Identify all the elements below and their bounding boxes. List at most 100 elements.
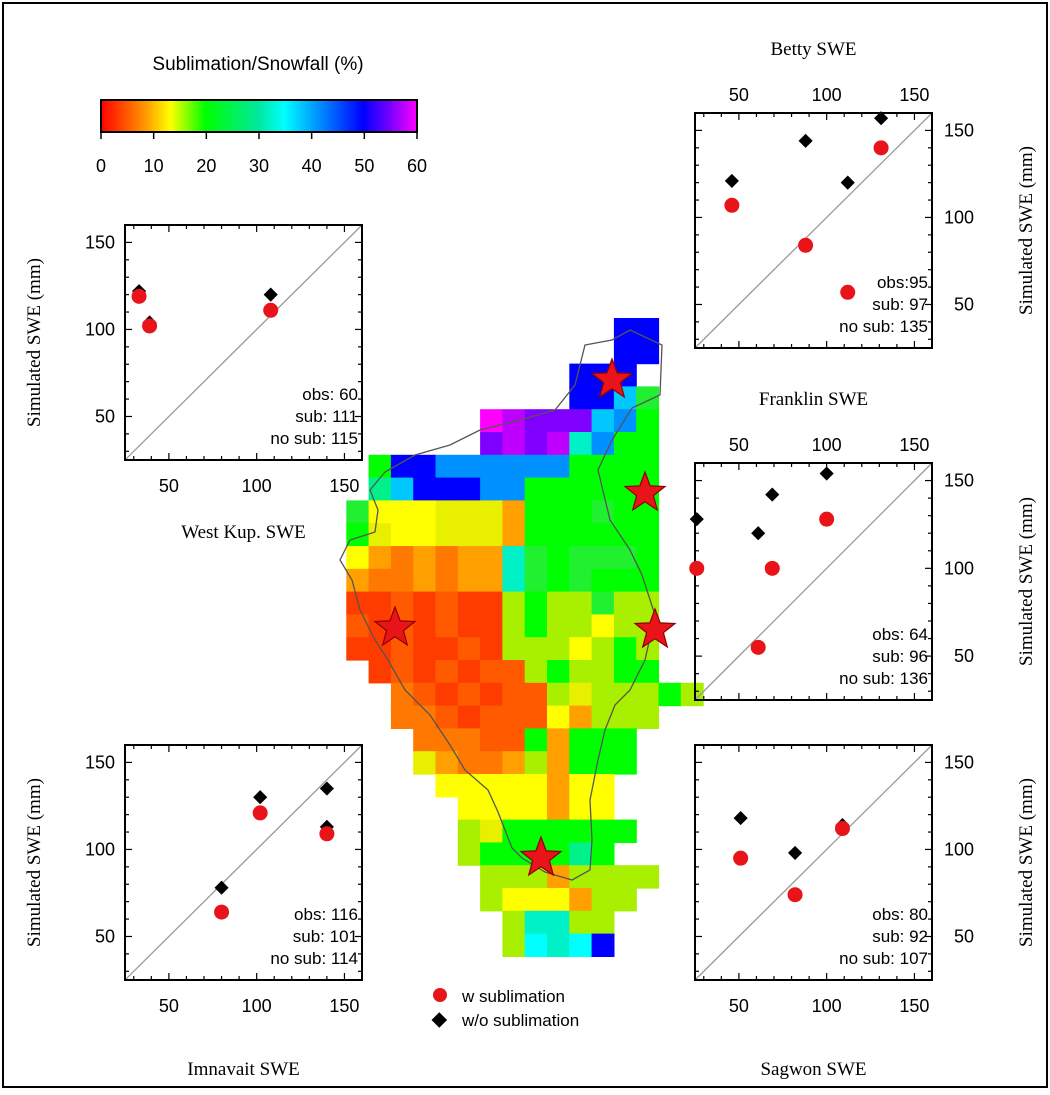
- map-cell: [569, 819, 593, 843]
- map-cell: [390, 591, 414, 615]
- point-with-sublimation: [689, 560, 705, 576]
- point-with-sublimation: [724, 197, 740, 213]
- x-tick-label: 50: [159, 476, 179, 496]
- map-cell: [547, 432, 570, 456]
- map-cell: [613, 591, 637, 615]
- map-cell: [524, 819, 548, 843]
- map-cell: [569, 477, 593, 501]
- map-cell: [480, 682, 503, 707]
- colorbar-tick-label: 10: [144, 156, 164, 176]
- map-cell: [524, 546, 548, 570]
- map-cell: [457, 819, 481, 843]
- map-cell: [569, 842, 593, 866]
- map-cell: [457, 568, 481, 593]
- map-cell: [502, 682, 526, 707]
- y-tick-label: 100: [85, 839, 115, 859]
- colorbar: Sublimation/Snowfall (%) 0 10 20 30 40 50 60: [96, 54, 427, 176]
- map-cell: [457, 614, 481, 638]
- map-cell: [591, 888, 615, 912]
- map-cell: [413, 591, 437, 615]
- colorbar-tick-label: 30: [249, 156, 269, 176]
- map-cell: [435, 523, 459, 547]
- map-cell: [569, 591, 593, 615]
- map-cell: [524, 796, 548, 821]
- sublimation-map: [339, 318, 704, 957]
- map-cell: [502, 933, 526, 957]
- point-with-sublimation: [252, 805, 268, 821]
- map-cell: [480, 865, 503, 889]
- colorbar-tick-label: 40: [302, 156, 322, 176]
- map-cell: [413, 637, 437, 661]
- map-cell: [346, 568, 370, 593]
- map-cell: [547, 660, 570, 684]
- map-cell: [591, 705, 615, 729]
- map-cell: [413, 454, 437, 479]
- point-without-sublimation: [787, 845, 803, 860]
- map-cell: [413, 705, 437, 729]
- map-cell: [613, 888, 637, 912]
- map-cell: [502, 865, 526, 889]
- map-cell: [413, 614, 437, 638]
- map-cell: [502, 591, 526, 615]
- map-cell: [547, 751, 570, 775]
- map-cell: [457, 637, 481, 661]
- map-cell: [591, 774, 615, 798]
- map-cell: [524, 682, 548, 707]
- map-cell: [591, 591, 615, 615]
- map-cell: [435, 454, 459, 479]
- x-axis-label: West Kup. SWE: [181, 522, 306, 543]
- point-without-sublimation: [840, 175, 855, 190]
- legend-with-label: w sublimation: [461, 987, 565, 1006]
- map-cell: [613, 454, 637, 479]
- map-cell: [569, 774, 593, 798]
- map-cell: [547, 568, 570, 593]
- map-cell: [613, 660, 637, 684]
- y-tick-label: 100: [944, 207, 974, 227]
- map-cell: [435, 682, 459, 707]
- map-cell: [591, 660, 615, 684]
- map-cell: [368, 454, 392, 479]
- map-cell: [524, 751, 548, 775]
- map-cell: [636, 523, 660, 547]
- map-cell: [502, 705, 526, 729]
- map-cell: [524, 591, 548, 615]
- map-cell: [569, 637, 593, 661]
- map-cell: [613, 523, 637, 547]
- map-cell: [591, 842, 615, 866]
- point-without-sublimation: [733, 811, 748, 826]
- y-tick-label: 50: [95, 926, 115, 946]
- map-cell: [480, 774, 503, 798]
- map-cell: [524, 477, 548, 501]
- map-cell: [413, 660, 437, 684]
- map-cell: [457, 682, 481, 707]
- map-cell: [435, 477, 459, 501]
- x-axis-label: Sagwon SWE: [760, 1059, 866, 1080]
- map-cell: [547, 910, 570, 935]
- stats-text: obs: 80: [872, 905, 928, 924]
- map-cell: [368, 500, 392, 524]
- map-cell: [413, 682, 437, 707]
- y-tick-label: 150: [944, 120, 974, 140]
- map-cell: [591, 454, 615, 479]
- point-without-sublimation: [263, 287, 278, 302]
- one-to-one-line: [694, 462, 933, 701]
- map-cell: [569, 682, 593, 707]
- map-cell: [591, 409, 615, 433]
- map-cell: [346, 500, 370, 524]
- map-cell: [390, 682, 414, 707]
- map-cell: [480, 500, 503, 524]
- map-cell: [591, 523, 615, 547]
- map-cell: [390, 454, 414, 479]
- stats-text: no sub: 114: [270, 949, 358, 968]
- y-tick-label: 100: [944, 558, 974, 578]
- map-cell: [613, 409, 637, 433]
- map-cell: [591, 546, 615, 570]
- one-to-one-line: [694, 744, 933, 981]
- map-cell: [435, 774, 459, 798]
- point-with-sublimation: [750, 639, 766, 655]
- map-cell: [547, 500, 570, 524]
- y-tick-label: 50: [954, 926, 974, 946]
- map-cell: [613, 318, 637, 342]
- map-cell: [524, 409, 548, 433]
- colorbar-tick-label: 20: [196, 156, 216, 176]
